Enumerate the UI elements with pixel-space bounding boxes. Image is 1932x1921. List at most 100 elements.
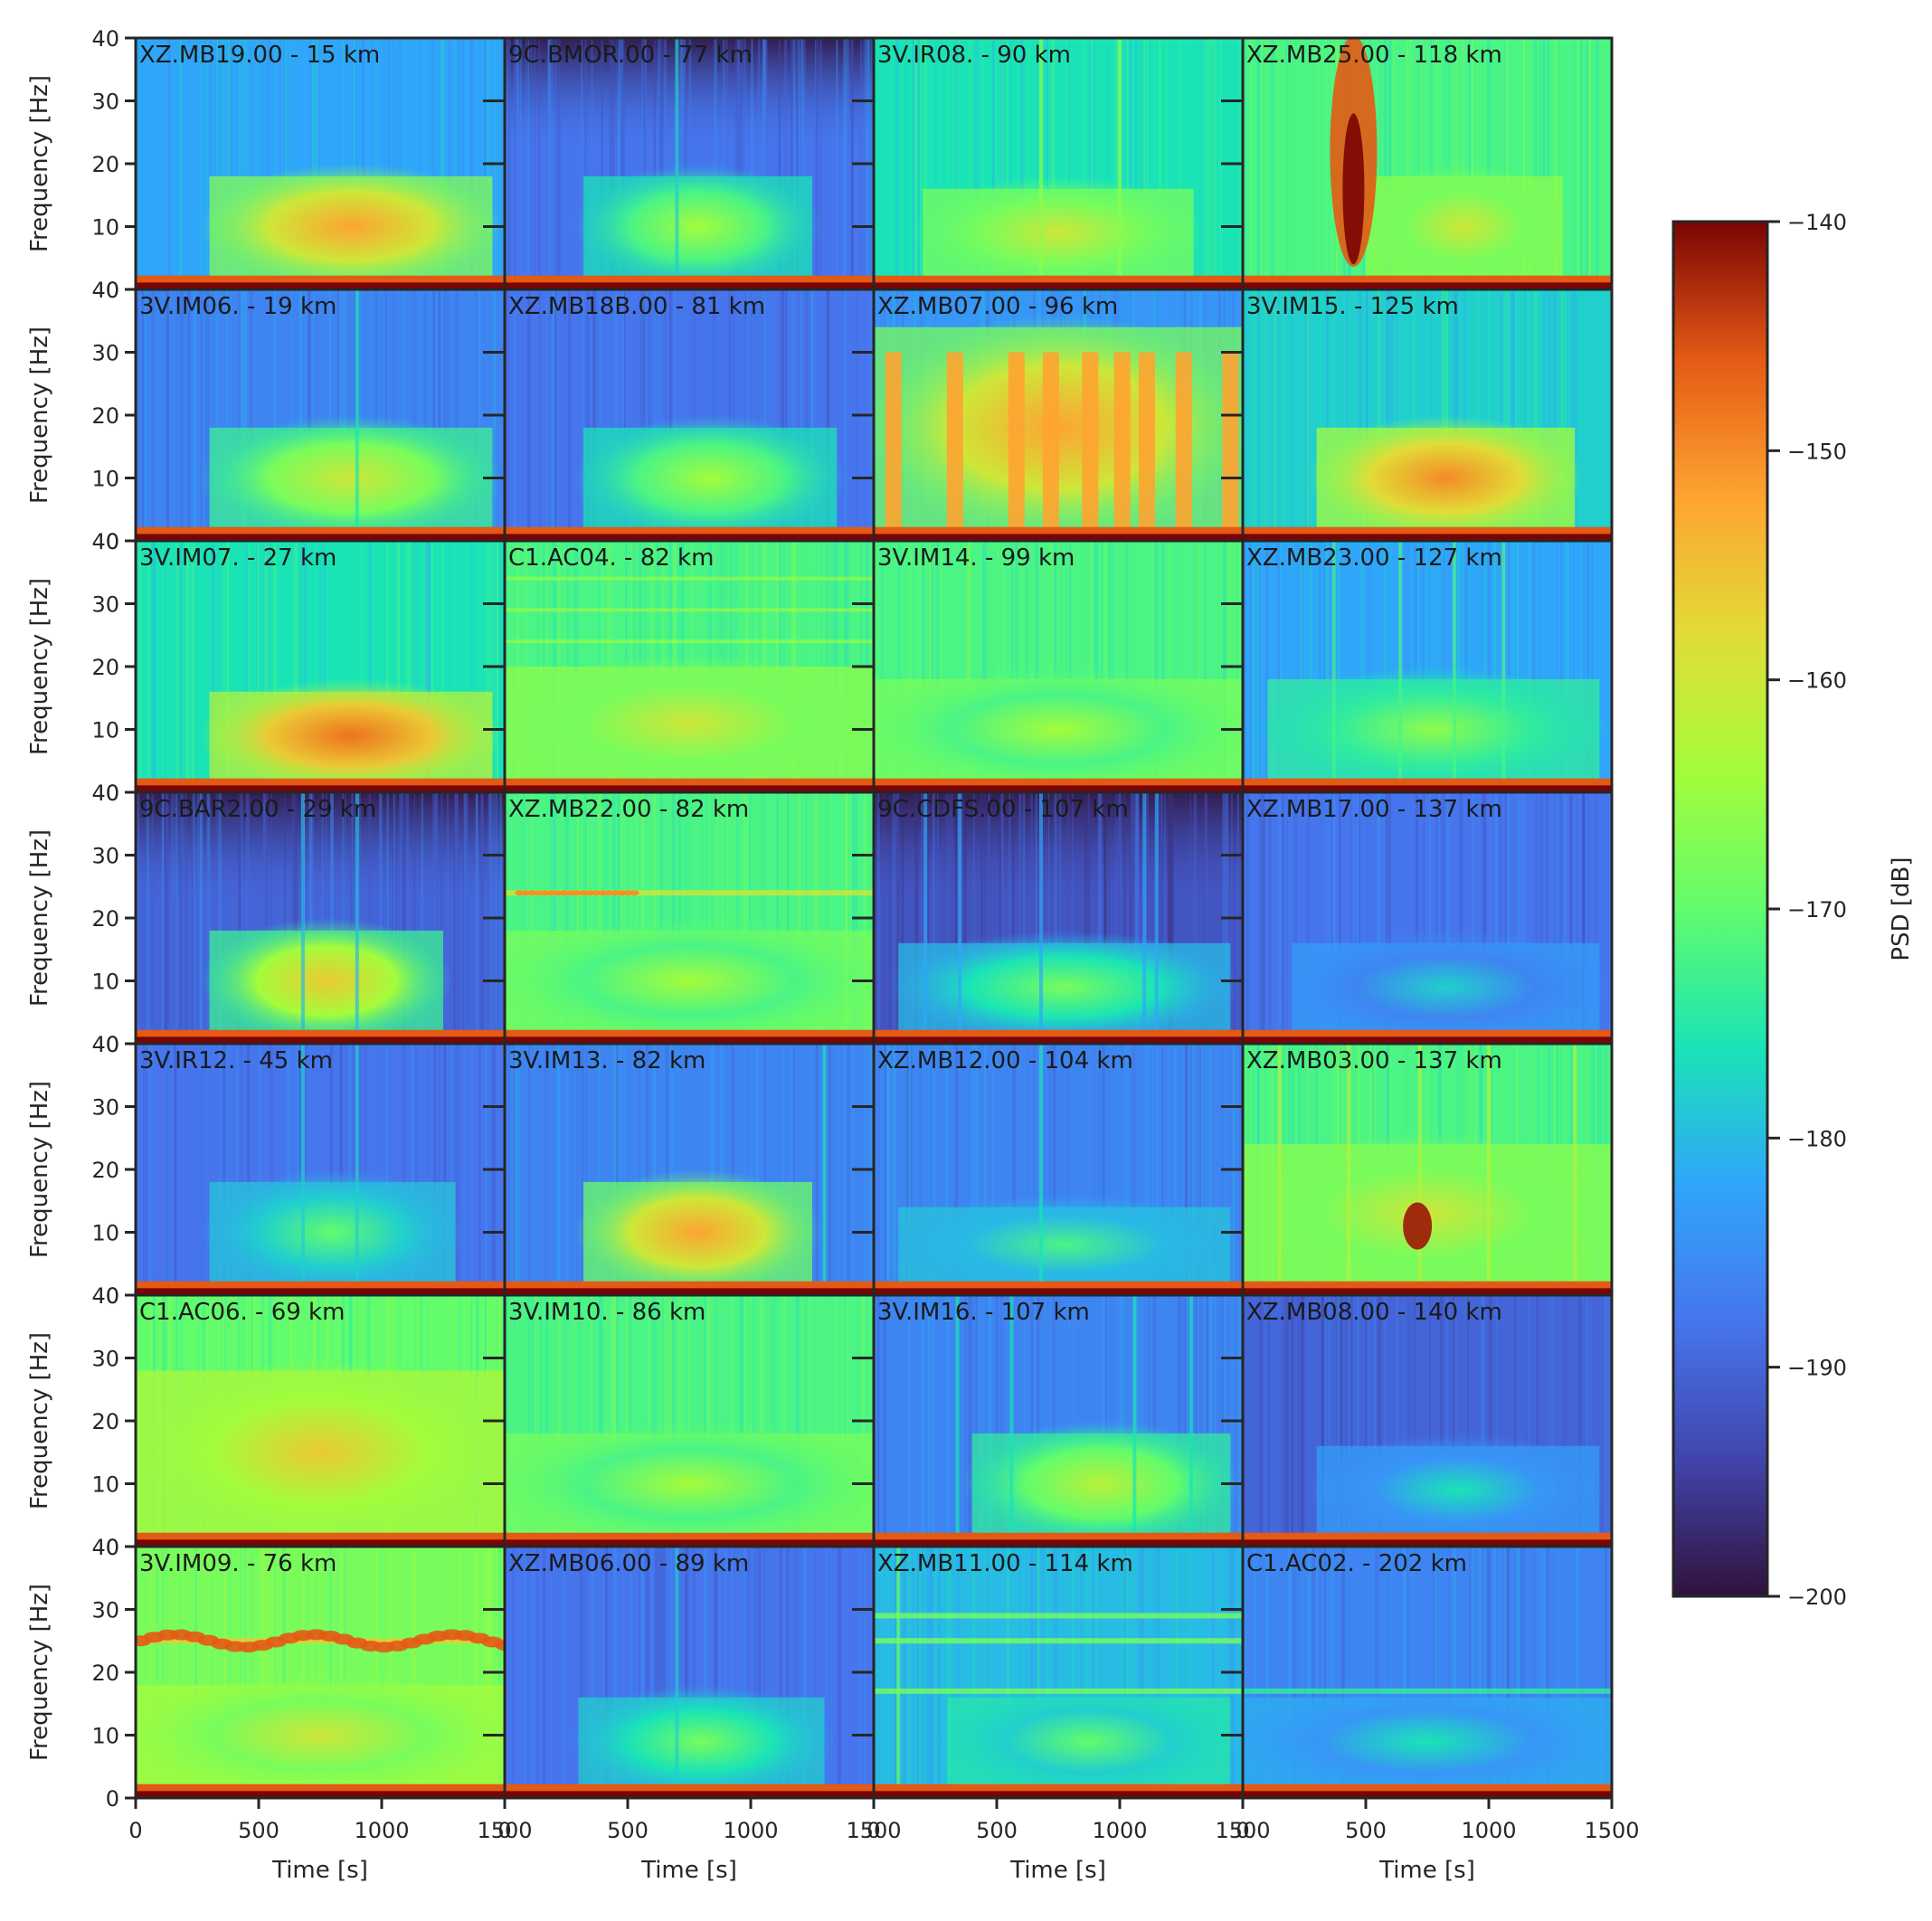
vertical-streak <box>1487 1044 1491 1295</box>
horizontal-line <box>1243 1688 1612 1694</box>
vertical-streak <box>1038 792 1043 1044</box>
y-tick-label: 20 <box>91 1409 119 1434</box>
x-tick-label: 500 <box>976 1818 1018 1843</box>
vertical-streak <box>1175 352 1192 541</box>
spectrogram-panel: C1.AC02. - 202 km <box>1221 1545 1614 1800</box>
y-tick-label: 10 <box>91 970 119 995</box>
horizontal-line <box>874 1638 1243 1644</box>
spectrogram-panel: XZ.MB06.00 - 89 km <box>483 1545 876 1800</box>
y-axis-label: Frequency [Hz] <box>26 75 53 252</box>
vertical-streak <box>1573 1044 1577 1295</box>
y-tick-label: 10 <box>91 1724 119 1749</box>
vertical-streak <box>885 352 902 541</box>
y-tick-label: 40 <box>91 1032 119 1057</box>
y-tick-label: 0 <box>106 278 119 303</box>
y-axis-label: Frequency [Hz] <box>26 829 53 1007</box>
y-tick-label: 30 <box>91 844 119 869</box>
vertical-streak <box>1154 792 1159 1044</box>
station-label: 9C.BMOR.00 - 77 km <box>508 42 753 69</box>
colorbar-tick-label: −140 <box>1787 210 1847 235</box>
y-tick-label: 20 <box>91 1158 119 1183</box>
station-label: 3V.IR08. - 90 km <box>877 42 1071 69</box>
x-tick-label: 1000 <box>723 1818 778 1843</box>
horizontal-line <box>136 1638 505 1644</box>
colorbar-tick-label: −200 <box>1787 1585 1847 1610</box>
vertical-streak <box>1038 38 1043 289</box>
x-tick-label: 500 <box>238 1818 279 1843</box>
station-label: 3V.IM16. - 107 km <box>877 1299 1090 1326</box>
vertical-streak <box>958 792 962 1044</box>
vertical-streak <box>1417 1044 1422 1295</box>
colorbar-gradient <box>1672 220 1769 1598</box>
y-tick-label: 30 <box>91 1095 119 1121</box>
vertical-streak <box>1132 1295 1137 1547</box>
horizontal-line <box>505 890 874 896</box>
y-tick-label: 30 <box>91 1347 119 1372</box>
spectrogram-panel: XZ.MB22.00 - 82 km <box>483 790 876 1046</box>
vertical-streak <box>1222 352 1239 541</box>
y-tick-label: 20 <box>91 906 119 932</box>
colorbar-tick-label: −190 <box>1787 1356 1847 1381</box>
vertical-streak <box>1501 541 1506 792</box>
spectrogram-panel: XZ.MB11.00 - 114 km <box>852 1545 1245 1800</box>
y-tick-label: 10 <box>91 1221 119 1246</box>
station-label: XZ.MB06.00 - 89 km <box>508 1550 749 1577</box>
spectrogram-panel: XZ.MB07.00 - 96 km <box>852 288 1245 543</box>
spectrogram-panel: XZ.MB23.00 - 127 km <box>1221 539 1614 794</box>
station-label: XZ.MB11.00 - 114 km <box>877 1550 1133 1577</box>
y-tick-label: 40 <box>91 1283 119 1309</box>
vertical-streak <box>1113 352 1131 541</box>
y-tick-label: 40 <box>91 1535 119 1560</box>
spectrogram-panel: C1.AC04. - 82 km <box>483 539 876 794</box>
spectrogram-panel: 9C.CDFS.00 - 107 km <box>852 790 1245 1046</box>
station-label: XZ.MB23.00 - 127 km <box>1246 544 1502 572</box>
vertical-streak <box>675 38 679 289</box>
spectrogram-panel: 3V.IR08. - 90 km <box>852 36 1245 291</box>
colorbar: −140 −150 −160 −170 −180 −190 −200 PSD [dB] <box>1672 210 1915 1610</box>
x-tick-label: 1500 <box>1584 1818 1639 1843</box>
station-label: XZ.MB03.00 - 137 km <box>1246 1047 1502 1074</box>
y-tick-label: 20 <box>91 403 119 429</box>
x-tick-label: 0 <box>128 1818 142 1843</box>
x-axis-label: Time [s] <box>1009 1857 1106 1884</box>
station-label: C1.AC06. - 69 km <box>139 1299 345 1326</box>
station-label: 3V.IM13. - 82 km <box>508 1047 706 1074</box>
station-label: C1.AC04. - 82 km <box>508 544 714 572</box>
spectrogram-panel: 3V.IM15. - 125 km <box>1221 288 1614 543</box>
y-tick-label: 20 <box>91 655 119 680</box>
spectrogram-panel: 3V.IM07. - 27 km <box>125 539 507 794</box>
y-tick-label: 20 <box>91 1661 119 1686</box>
vertical-streak <box>1009 1295 1014 1547</box>
station-label: 3V.IM15. - 125 km <box>1246 293 1459 320</box>
spectrogram-panel: 3V.IM06. - 19 km <box>125 288 507 543</box>
y-tick-label: 40 <box>91 26 119 52</box>
x-tick-label: 1000 <box>1092 1818 1147 1843</box>
station-label: XZ.MB07.00 - 96 km <box>877 293 1118 320</box>
spectrogram-panel: XZ.MB08.00 - 140 km <box>1221 1293 1614 1548</box>
x-tick-label: 500 <box>607 1818 649 1843</box>
y-tick-label: 0 <box>106 529 119 554</box>
y-tick-label: 40 <box>91 781 119 806</box>
station-label: XZ.MB25.00 - 118 km <box>1246 42 1502 69</box>
y-tick-label: 10 <box>91 718 119 743</box>
y-tick-label: 0 <box>106 1535 119 1560</box>
spectrogram-panel: XZ.MB18B.00 - 81 km <box>483 288 876 543</box>
vertical-streak <box>1398 541 1403 792</box>
station-label: XZ.MB19.00 - 15 km <box>139 42 380 69</box>
vertical-streak <box>822 1044 827 1295</box>
horizontal-line <box>874 1688 1243 1694</box>
spectrogram-panel: 9C.BMOR.00 - 77 km <box>483 36 876 291</box>
vertical-streak <box>946 352 963 541</box>
vertical-streak <box>1042 352 1059 541</box>
x-tick-label: 1500 <box>846 1818 901 1843</box>
vertical-streak <box>1331 541 1336 792</box>
colorbar-tick-label: −180 <box>1787 1126 1847 1151</box>
vertical-streak <box>1118 38 1122 289</box>
colorbar-tick-label: −160 <box>1787 668 1847 694</box>
vertical-streak <box>675 1547 679 1798</box>
vertical-streak <box>923 792 928 1044</box>
y-tick-label: 0 <box>106 781 119 806</box>
vertical-streak <box>355 792 359 1044</box>
vertical-streak <box>355 289 359 541</box>
